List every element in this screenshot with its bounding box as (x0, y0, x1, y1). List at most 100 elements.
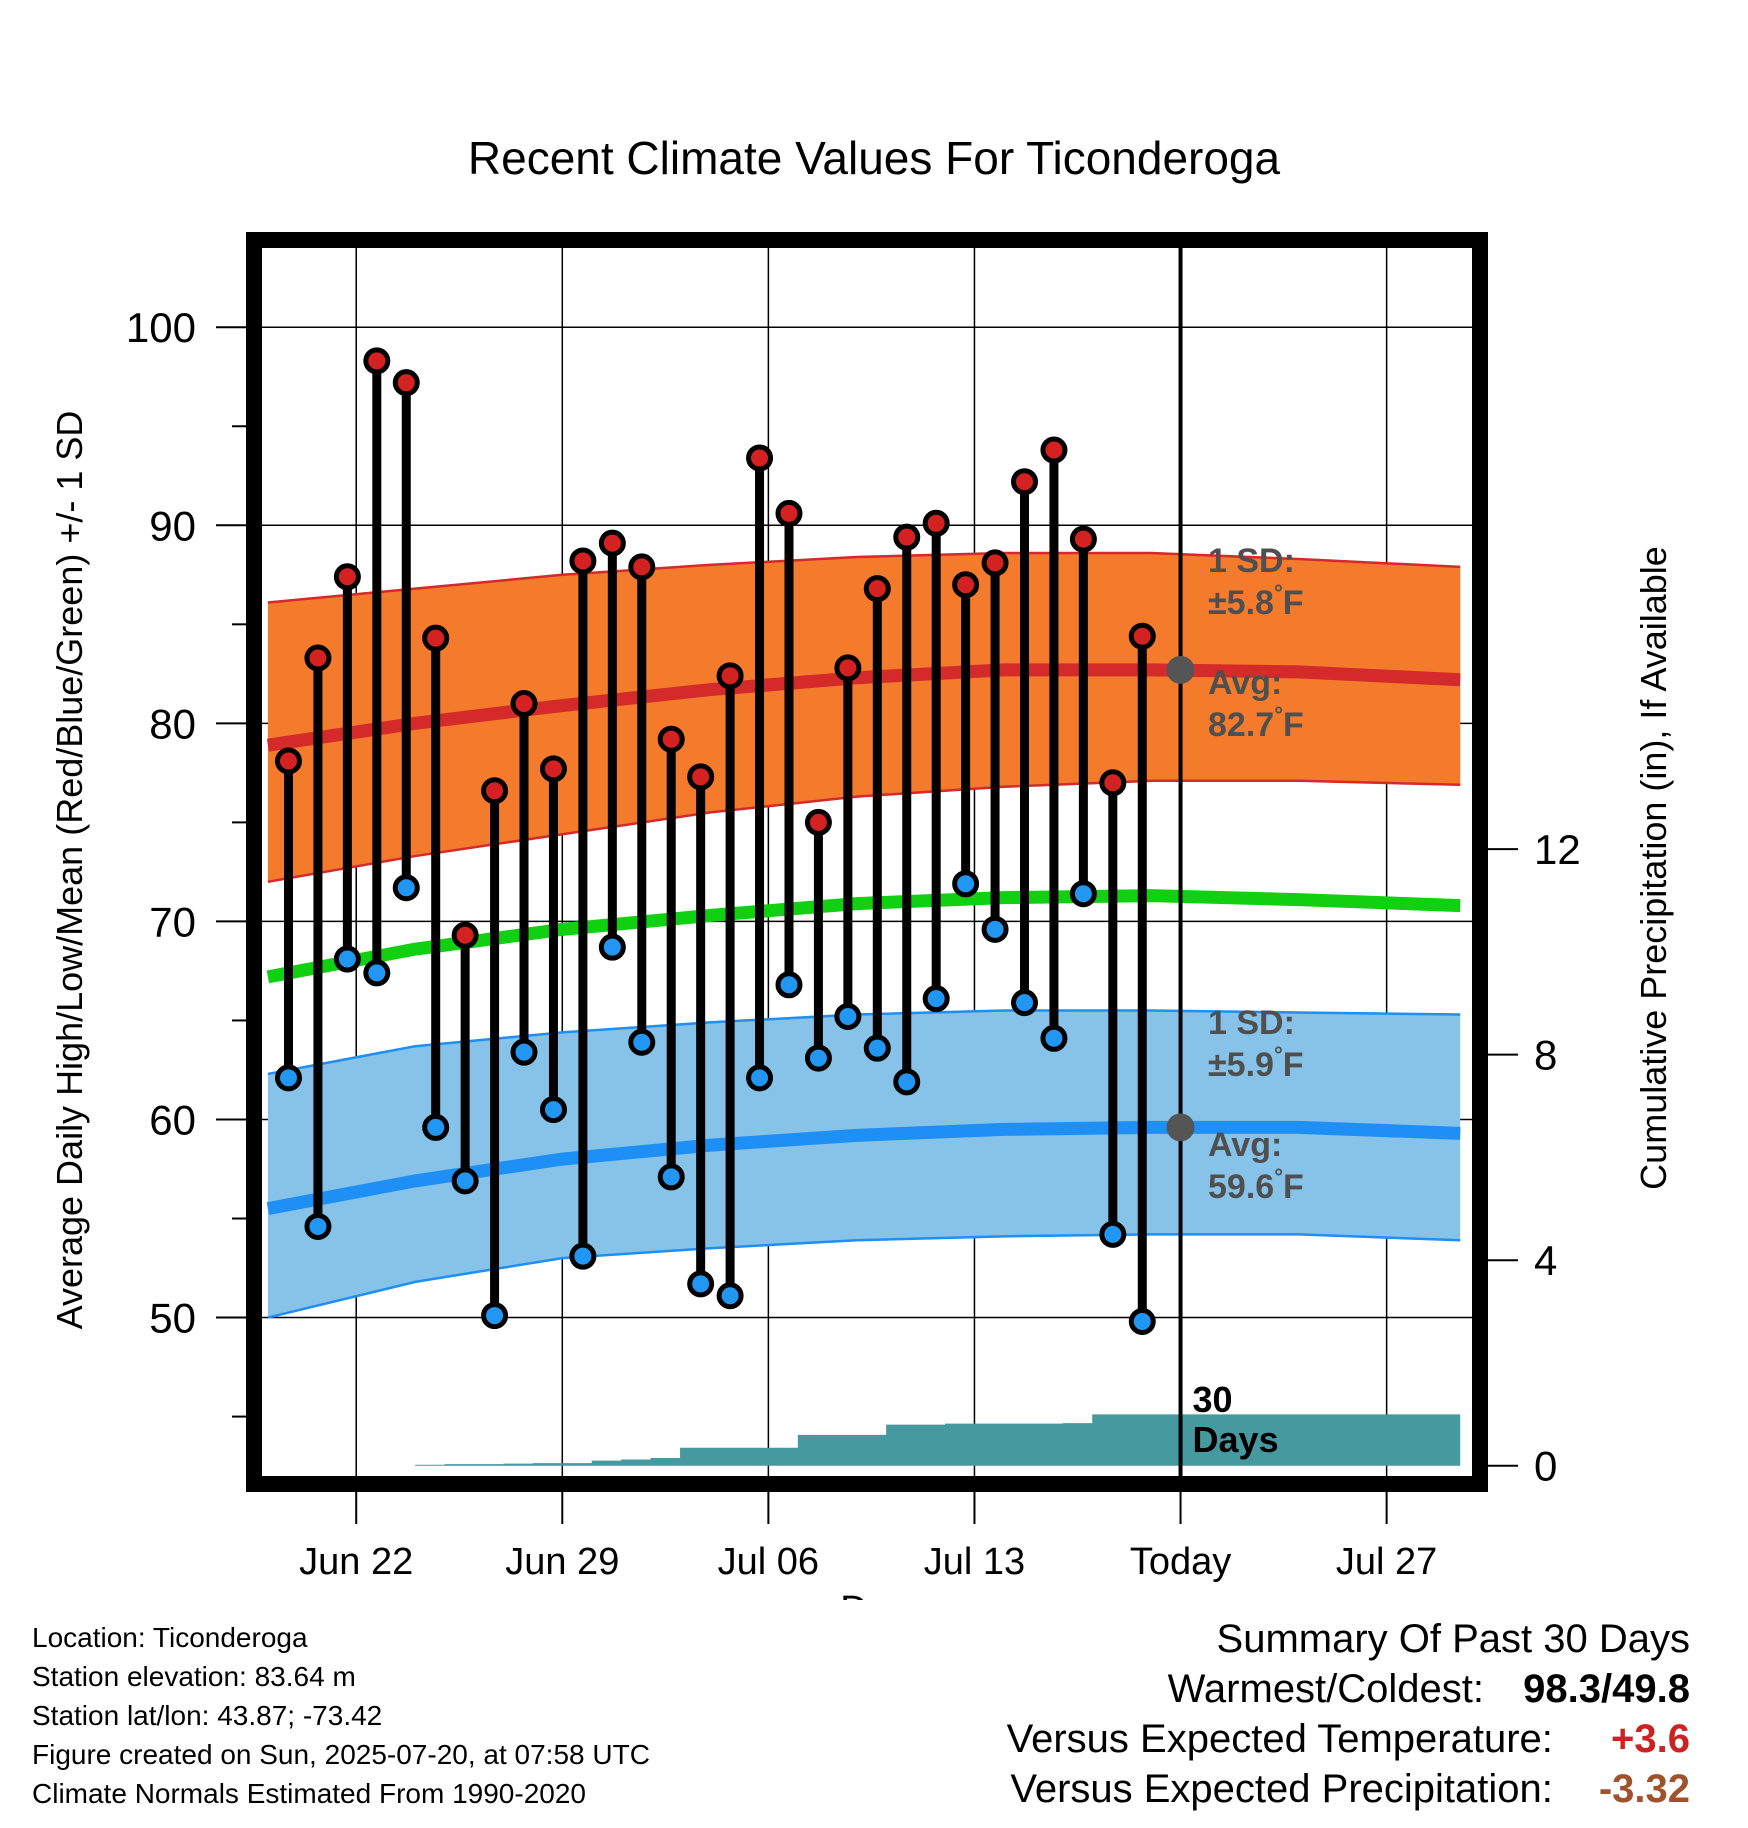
x-axis-label: Day (840, 1589, 908, 1600)
y2-tick-label: 12 (1534, 826, 1581, 873)
high-sd-label-line1: 1 SD: (1208, 542, 1295, 580)
observed-high-point (1128, 622, 1156, 650)
observed-low-point (333, 945, 361, 973)
observed-low-point (952, 870, 980, 898)
low-sd-label-line2-degree: ° (1274, 1042, 1283, 1067)
observed-high-point (804, 808, 832, 836)
y-tick-label: 60 (149, 1096, 196, 1143)
x-tick-label: Jul 06 (718, 1541, 819, 1583)
x-tick-label: Jun 29 (505, 1541, 619, 1583)
y-tick-label: 80 (149, 700, 196, 747)
observed-high-point (746, 444, 774, 472)
observed-high-point (539, 755, 567, 783)
high-avg-label-line2-value: 82.7 (1208, 706, 1274, 744)
observed-low-point (657, 1163, 685, 1191)
high-sd-label-line2-unit: F (1283, 584, 1304, 622)
observed-low-point (1011, 989, 1039, 1017)
y-tick-label: 90 (149, 502, 196, 549)
observed-high-point (922, 509, 950, 537)
high-sd-label-line2: ±5.8°F (1208, 580, 1304, 622)
plot-border (246, 232, 1488, 1492)
observed-high-point (304, 644, 332, 672)
temp-departure-row: Versus Expected Temperature: +3.6 (1007, 1714, 1690, 1764)
warm-cold-label: Warmest/Coldest: (1167, 1667, 1485, 1711)
observed-high-point (834, 654, 862, 682)
normals-text: Climate Normals Estimated From 1990-2020 (32, 1778, 586, 1809)
created-text: Figure created on Sun, 2025-07-20, at 07… (32, 1739, 650, 1770)
warm-cold-values: 98.3/49.8 (1523, 1667, 1690, 1711)
observed-high-point (392, 369, 420, 397)
observed-high-point (1011, 468, 1039, 496)
x-tick-label: Today (1130, 1541, 1231, 1583)
warmest-value: 98.3 (1523, 1667, 1602, 1711)
summary-title: Summary Of Past 30 Days (1216, 1617, 1690, 1661)
high-upper-edge (267, 551, 1461, 604)
high-avg-label-line2: 82.7°F (1208, 702, 1304, 744)
observed-high-point (333, 563, 361, 591)
low-avg-marker (1166, 1113, 1195, 1142)
plot-area (262, 248, 1472, 1476)
y2-tick-label: 4 (1534, 1237, 1557, 1284)
observed-high-point (981, 549, 1009, 577)
observed-high-point (863, 575, 891, 603)
low-avg-label-line2-value: 59.6 (1208, 1168, 1274, 1206)
observed-low-point (539, 1096, 567, 1124)
observed-low-point (392, 874, 420, 902)
observed-high-point (952, 571, 980, 599)
observed-high-point (775, 499, 803, 527)
precipitation-area (267, 1414, 1461, 1466)
observed-low-point (569, 1242, 597, 1270)
y-tick-label: 70 (149, 898, 196, 945)
x-tick-label: Jun 22 (299, 1541, 413, 1583)
temp-departure-value: +3.6 (1611, 1717, 1690, 1761)
coldest-value: 49.8 (1612, 1667, 1690, 1711)
precip-departure-label: Versus Expected Precipitation: (1010, 1767, 1553, 1811)
precip-departure-row: Versus Expected Precipitation: -3.32 (1007, 1764, 1690, 1814)
y-axis-label: Average Daily High/Low/Mean (Red/Blue/Gr… (49, 411, 90, 1330)
today-marker: 30 Days (1178, 240, 1279, 1476)
observed-low-point (746, 1064, 774, 1092)
observed-high-point (628, 553, 656, 581)
elevation-text: Station elevation: 83.64 m (32, 1661, 356, 1692)
today-days-label: 30 Days (1193, 1379, 1279, 1460)
low-lower-edge (267, 1233, 1461, 1319)
observed-low-point (363, 959, 391, 987)
observed-high-point (657, 725, 685, 753)
today-days-line: 30 (1193, 1379, 1233, 1420)
chart-title: Recent Climate Values For Ticonderoga (468, 132, 1281, 184)
low-sd-label-line1: 1 SD: (1208, 1004, 1295, 1042)
low-avg-label-line2: 59.6°F (1208, 1164, 1304, 1206)
observed-high-point (687, 763, 715, 791)
low-sd-label-line2-value: ±5.9 (1208, 1046, 1274, 1084)
latlon-text: Station lat/lon: 43.87; -73.42 (32, 1700, 383, 1731)
observed-high-point (598, 529, 626, 557)
observed-low-point (1128, 1308, 1156, 1336)
plot-frame (246, 232, 1488, 1492)
observed-low-point (893, 1068, 921, 1096)
today-days-line: Days (1193, 1419, 1279, 1460)
precip-cumulative-area (267, 1414, 1461, 1466)
y-tick-label: 50 (149, 1295, 196, 1342)
y2-axis-label: Cumulative Precipitation (in), If Availa… (1633, 546, 1674, 1190)
high-avg-label-line1: Avg: (1208, 664, 1282, 702)
high-lower-edge (267, 779, 1461, 884)
observed-high-point (363, 347, 391, 375)
y2-tick-label: 0 (1534, 1443, 1557, 1490)
observed-high-point (1040, 436, 1068, 464)
observed-low-point (1069, 880, 1097, 908)
station-info: Location: Ticonderoga Station elevation:… (32, 1618, 650, 1813)
warmest-coldest-row: Warmest/Coldest: 98.3/49.8 (1007, 1664, 1690, 1714)
observed-low-point (775, 971, 803, 999)
warm-cold-slash: / (1601, 1667, 1613, 1711)
observed-high-point (481, 777, 509, 805)
observed-low-point (687, 1270, 715, 1298)
low-avg-label-line2-unit: F (1283, 1168, 1304, 1206)
plot-background (262, 248, 1472, 1476)
observed-low-point (834, 1002, 862, 1030)
observed-low-point (274, 1064, 302, 1092)
high-sd-label-line2-degree: ° (1274, 580, 1283, 605)
observed-high-point (1069, 525, 1097, 553)
observed-high-point (274, 747, 302, 775)
precip-departure-value: -3.32 (1598, 1767, 1690, 1811)
